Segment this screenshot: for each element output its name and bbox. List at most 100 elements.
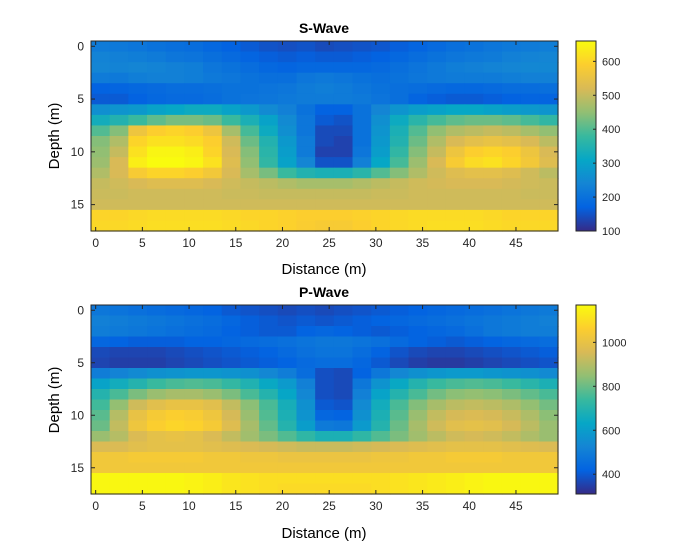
heatmap-cell <box>352 136 372 148</box>
heatmap-cell <box>333 452 354 464</box>
heatmap-cell <box>91 368 111 380</box>
heatmap-cell <box>389 104 410 116</box>
heatmap-cell <box>520 462 540 474</box>
heatmap-cell <box>520 125 540 137</box>
y-axis-label: Depth (m) <box>46 367 63 434</box>
heatmap-cell <box>315 188 335 200</box>
heatmap-cell <box>445 93 466 105</box>
heatmap-cell <box>427 125 447 137</box>
heatmap-cell <box>408 178 428 190</box>
heatmap-cell <box>203 136 223 148</box>
heatmap-cell <box>315 51 335 63</box>
heatmap-cell <box>371 483 391 495</box>
heatmap-cell <box>240 93 260 105</box>
heatmap-cell <box>445 326 466 338</box>
heatmap-cell <box>464 125 484 137</box>
heatmap-cell <box>483 368 503 380</box>
heatmap-cell <box>389 347 410 359</box>
heatmap-cell <box>389 441 410 453</box>
heatmap-cell <box>221 326 242 338</box>
colorbar-tick-label: 600 <box>602 425 620 437</box>
heatmap-cell <box>165 389 185 401</box>
heatmap-cell <box>352 178 372 190</box>
heatmap-cell <box>259 157 279 169</box>
heatmap-cell <box>147 114 167 127</box>
heatmap-cell <box>352 305 372 317</box>
heatmap-cell <box>501 315 522 327</box>
heatmap-cell <box>389 483 410 495</box>
heatmap-cell <box>315 368 335 380</box>
heatmap-cell <box>91 125 111 137</box>
heatmap-cell <box>315 167 335 179</box>
heatmap-cell <box>221 199 242 211</box>
heatmap-cell <box>352 441 372 453</box>
heatmap-cell <box>427 199 447 211</box>
heatmap-cell <box>539 378 559 390</box>
x-tick-label: 30 <box>369 236 383 250</box>
heatmap-cell <box>221 83 242 95</box>
heatmap-cell <box>520 378 540 390</box>
heatmap-cell <box>128 368 148 380</box>
heatmap-cell <box>408 368 428 380</box>
heatmap-cell <box>408 336 428 348</box>
heatmap-cell <box>464 188 484 200</box>
heatmap-cell <box>259 315 279 327</box>
heatmap-cell <box>389 93 410 105</box>
heatmap-cell <box>483 146 503 158</box>
heatmap-cell <box>464 357 484 369</box>
heatmap-cell <box>221 62 242 74</box>
heatmap-cell <box>333 420 354 432</box>
heatmap-cell <box>147 452 167 464</box>
heatmap-cell <box>483 199 503 211</box>
heatmap-cell <box>259 483 279 495</box>
heatmap-cell <box>259 378 279 390</box>
heatmap-cell <box>427 62 447 74</box>
heatmap-cell <box>408 188 428 200</box>
heatmap-cell <box>165 41 185 53</box>
heatmap-cell <box>464 410 484 422</box>
heatmap-cell <box>371 420 391 432</box>
heatmap-cell <box>128 41 148 53</box>
heatmap-cell <box>184 368 204 380</box>
heatmap-cell <box>520 104 540 116</box>
heatmap-cell <box>91 462 111 474</box>
heatmap-cell <box>501 188 522 200</box>
heatmap-cell <box>165 452 185 464</box>
heatmap-cell <box>184 441 204 453</box>
heatmap-cell <box>128 220 148 232</box>
heatmap-cell <box>203 431 223 443</box>
heatmap-cell <box>184 157 204 169</box>
heatmap-cell <box>203 378 223 390</box>
heatmap-cell <box>315 114 335 127</box>
heatmap-cell <box>352 93 372 105</box>
heatmap-cell <box>147 326 167 338</box>
heatmap-cell <box>464 431 484 443</box>
heatmap-cell <box>315 104 335 116</box>
heatmap-cell <box>221 347 242 359</box>
heatmap-cell <box>501 441 522 453</box>
heatmap-cell <box>203 72 223 84</box>
heatmap-cell <box>221 452 242 464</box>
heatmap-cell <box>109 136 129 148</box>
heatmap-cell <box>427 399 447 411</box>
heatmap-cell <box>259 72 279 84</box>
heatmap-cell <box>296 389 316 401</box>
heatmap-cell <box>128 209 148 222</box>
heatmap-cell <box>277 136 298 148</box>
heatmap-cell <box>259 462 279 474</box>
heatmap-cell <box>147 357 167 369</box>
heatmap-cell <box>203 188 223 200</box>
heatmap-cell <box>352 51 372 63</box>
heatmap-cell <box>445 125 466 137</box>
heatmap-cell <box>315 452 335 464</box>
heatmap-cell <box>315 93 335 105</box>
heatmap-cell <box>464 199 484 211</box>
heatmap-cell <box>277 220 298 232</box>
heatmap-cell <box>539 420 559 432</box>
heatmap-cell <box>352 378 372 390</box>
y-tick-label: 5 <box>77 92 84 106</box>
heatmap-cell <box>408 462 428 474</box>
heatmap-cell <box>240 83 260 95</box>
heatmap-cell <box>539 72 559 84</box>
heatmap-cell <box>520 178 540 190</box>
